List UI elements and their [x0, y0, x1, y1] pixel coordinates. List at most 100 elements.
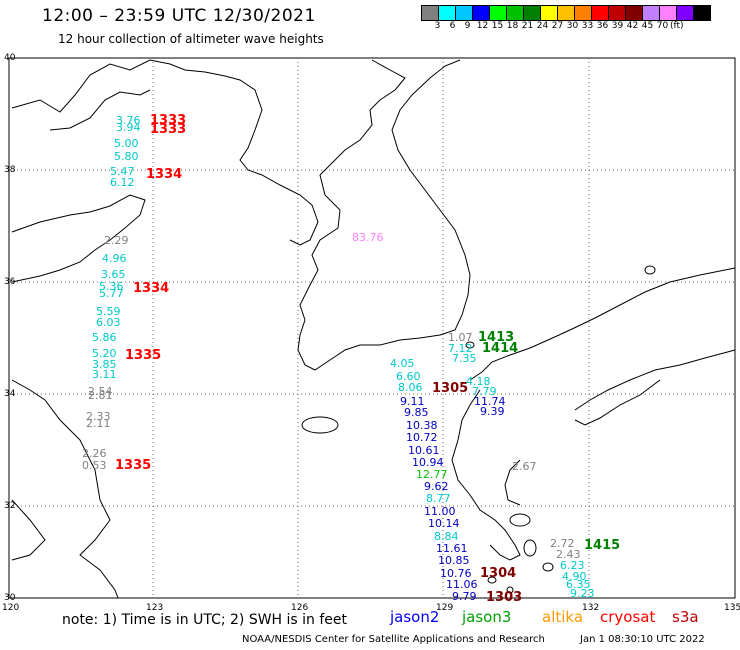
- color-scale-label: 70: [656, 21, 669, 31]
- coastlines: [11, 59, 736, 599]
- wave-height-value: 4.18: [466, 375, 491, 388]
- color-scale-label: 9: [464, 21, 471, 31]
- pass-time-label: 1305: [432, 381, 468, 396]
- wave-height-value: 5.59: [96, 305, 121, 318]
- wave-height-value: 5.47: [110, 165, 135, 178]
- wave-height-value: 5.20: [92, 347, 117, 360]
- color-scale-label: 30: [566, 21, 579, 31]
- graticule: [9, 58, 735, 598]
- lon-label: 132: [582, 603, 599, 613]
- color-scale-labels: 3 6 9 12 15 18 21 24 27 30 33 36 39 42 45 70: [430, 21, 670, 31]
- color-scale-label: 39: [611, 21, 624, 31]
- wave-height-value: 2.67: [512, 460, 537, 473]
- wave-height-value: 2.81: [88, 389, 113, 402]
- wave-height-value: 11.61: [436, 542, 468, 555]
- lon-label: 135: [724, 603, 740, 613]
- wave-height-value: 8.06: [398, 381, 423, 394]
- lon-label: 129: [436, 603, 453, 613]
- lon-label: 120: [2, 603, 19, 613]
- footnote: note: 1) Time is in UTC; 2) SWH is in fe…: [62, 612, 348, 628]
- lat-label: 32: [4, 501, 15, 511]
- wave-height-value: 9.23: [570, 587, 595, 600]
- color-scale-label: 15: [491, 21, 504, 31]
- wave-height-value: 4.96: [102, 252, 127, 265]
- wave-height-value: 10.76: [440, 567, 472, 580]
- wave-height-value: 9.11: [400, 395, 425, 408]
- color-scale-label: 27: [551, 21, 564, 31]
- wave-height-value: 7.79: [472, 385, 497, 398]
- wave-height-value: 8.84: [434, 530, 459, 543]
- wave-height-value: 12.77: [416, 468, 448, 481]
- pass-time-label: 1333: [150, 113, 186, 128]
- wave-height-value: 2.26: [82, 447, 107, 460]
- wave-height-value: 10.61: [408, 444, 440, 457]
- wave-height-value: 7.35: [452, 352, 477, 365]
- generated-timestamp: Jan 1 08:30:10 UTC 2022: [580, 634, 705, 645]
- pass-time-label: 1413: [478, 330, 514, 345]
- wave-height-value: 10.38: [406, 419, 438, 432]
- satellite-legend-item: altika: [542, 608, 584, 626]
- lat-label: 30: [4, 593, 16, 603]
- color-scale-label: 12: [476, 21, 489, 31]
- wave-height-value: 3.85: [92, 358, 117, 371]
- satellite-legend-item: jason3: [462, 608, 512, 626]
- color-scale-label: 18: [506, 21, 519, 31]
- map-subtitle: 12 hour collection of altimeter wave hei…: [58, 32, 324, 46]
- lat-label: 36: [4, 277, 16, 287]
- map-frame: [8, 57, 736, 599]
- wave-height-value: 11.00: [424, 505, 456, 518]
- wave-height-value: 11.06: [446, 578, 478, 591]
- wave-height-value: 3.11: [92, 368, 117, 381]
- wave-height-value: 6.35: [566, 578, 591, 591]
- credit-line: NOAA/NESDIS Center for Satellite Applica…: [242, 634, 545, 645]
- wave-height-value: 2.29: [104, 234, 129, 247]
- wave-height-value: 2.33: [86, 410, 111, 423]
- satellite-legend-item: s3a: [672, 608, 699, 626]
- wave-height-value: 5.36: [99, 280, 124, 293]
- wave-height-value: 5.00: [114, 137, 139, 150]
- wave-height-value: 0.53: [82, 459, 107, 472]
- color-scale-label: 33: [581, 21, 594, 31]
- wave-height-value: 83.76: [352, 231, 384, 244]
- wave-height-value: 2.43: [556, 548, 581, 561]
- wave-height-value: 11.74: [474, 395, 506, 408]
- wave-height-value: 6.23: [560, 559, 585, 572]
- pass-time-label: 1335: [125, 348, 161, 363]
- pass-time-label: 1333: [150, 122, 186, 137]
- pass-time-label: 1335: [115, 458, 151, 473]
- wave-height-value: 10.85: [438, 554, 470, 567]
- color-scale-label: 42: [626, 21, 639, 31]
- pass-time-label: 1414: [482, 341, 518, 356]
- wave-height-value: 10.14: [428, 517, 460, 530]
- lon-label: 123: [146, 603, 163, 613]
- color-scale-label: 6: [449, 21, 456, 31]
- color-scale-label: 45: [641, 21, 654, 31]
- wave-height-value: 2.11: [86, 417, 111, 430]
- color-scale-unit: (ft): [670, 21, 684, 31]
- wave-height-value: 9.85: [404, 406, 429, 419]
- wave-height-value: 10.72: [406, 431, 438, 444]
- lat-label: 40: [4, 53, 16, 63]
- wave-height-value: 7.12: [448, 342, 473, 355]
- wave-height-value: 2.72: [550, 537, 575, 550]
- color-scale-label: 24: [536, 21, 549, 31]
- wave-height-value: 8.77: [426, 492, 451, 505]
- color-scale-bar: [421, 5, 711, 21]
- lon-label: 126: [291, 603, 308, 613]
- wave-height-value: 3.76: [116, 114, 141, 127]
- wave-height-value: 6.03: [96, 316, 121, 329]
- wave-height-value: 3.94: [116, 121, 141, 134]
- satellite-legend-item: jason2: [390, 608, 440, 626]
- lat-label: 38: [4, 165, 16, 175]
- color-scale-label: 21: [521, 21, 534, 31]
- pass-time-label: 1415: [584, 538, 620, 553]
- color-swatch: [693, 5, 711, 21]
- color-scale-label: 36: [596, 21, 609, 31]
- axis-labels: 40 38 36 34 32 30 120 123 126 129 132 13…: [2, 53, 740, 613]
- wave-height-value: 9.62: [424, 480, 449, 493]
- lat-label: 34: [4, 389, 16, 399]
- wave-height-value: 6.12: [110, 176, 135, 189]
- pass-time-label: 1334: [133, 281, 169, 296]
